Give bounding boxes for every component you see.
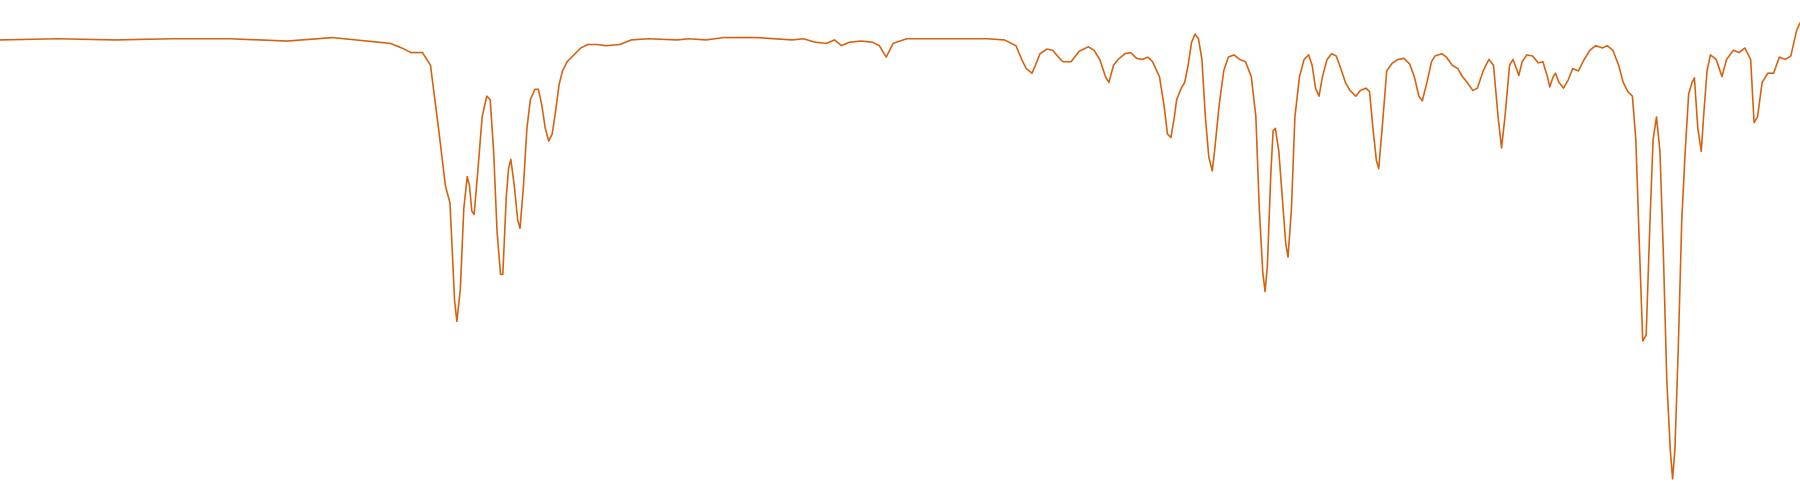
spectrum-line: [0, 22, 1800, 480]
